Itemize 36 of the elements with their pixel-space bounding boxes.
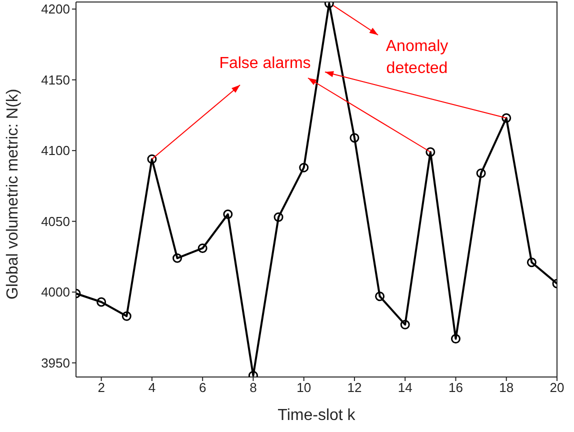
annotation: Anomaly detected — [386, 38, 448, 77]
x-axis-title: Time-slot k — [278, 407, 356, 424]
point — [274, 212, 284, 222]
point — [476, 168, 486, 178]
point — [450, 334, 460, 344]
point — [96, 297, 106, 307]
point — [147, 154, 157, 164]
x-tick-label: 18 — [499, 380, 514, 396]
x-tick-label: 16 — [448, 380, 463, 396]
point — [375, 292, 385, 302]
x-tick-label: 20 — [550, 380, 564, 396]
y-tick-label: 4000 — [41, 284, 70, 300]
y-tick-label: 4150 — [41, 72, 70, 88]
y-tick-label: 4100 — [41, 143, 70, 158]
point — [400, 320, 410, 330]
y-tick-label: 4200 — [41, 2, 70, 17]
point — [198, 243, 208, 253]
point — [299, 162, 309, 172]
x-tick-label: 14 — [398, 380, 412, 396]
point — [526, 258, 536, 268]
x-tick-label: 4 — [148, 380, 156, 396]
y-tick-label: 3950 — [41, 355, 70, 370]
point — [122, 311, 132, 321]
x-tick-label: 6 — [198, 380, 206, 396]
y-tick-label: 4050 — [41, 214, 70, 229]
x-tick-label: 12 — [347, 380, 362, 396]
point — [223, 210, 233, 220]
point — [172, 253, 182, 263]
point — [426, 147, 436, 157]
annotation: False alarms — [219, 55, 311, 72]
x-tick-label: 10 — [296, 380, 312, 396]
y-axis-title: Global volumetric metric: N(k) — [4, 88, 22, 300]
point — [350, 133, 360, 143]
point — [502, 113, 512, 123]
x-tick-label: 8 — [250, 380, 257, 396]
x-tick-label: 2 — [98, 380, 105, 396]
